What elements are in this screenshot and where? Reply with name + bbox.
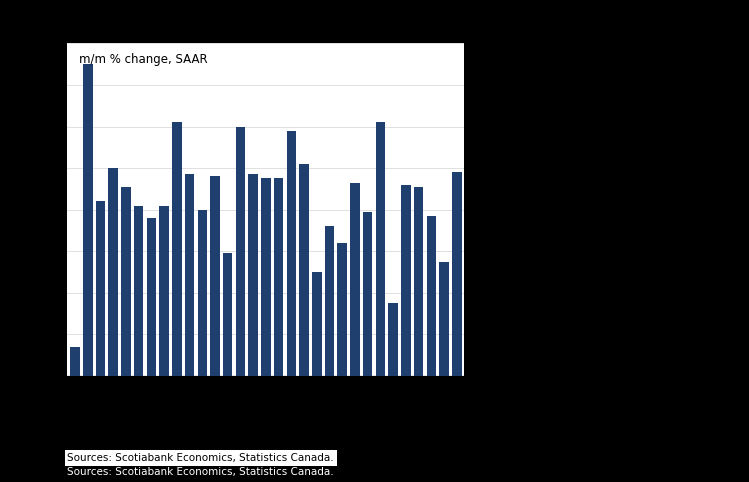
Bar	[210, 176, 219, 376]
Bar	[249, 174, 258, 376]
Bar	[236, 126, 245, 376]
Bar	[338, 243, 347, 376]
Bar	[351, 183, 360, 376]
Text: Sources: Scotiabank Economics, Statistics Canada.: Sources: Scotiabank Economics, Statistic…	[67, 467, 334, 477]
Text: Sources: Scotiabank Economics, Statistics Canada.: Sources: Scotiabank Economics, Statistic…	[67, 453, 334, 463]
Bar	[223, 254, 232, 376]
Bar	[198, 210, 207, 376]
Bar	[376, 122, 385, 376]
Bar	[312, 272, 321, 376]
Bar	[401, 185, 410, 376]
Bar	[160, 205, 169, 376]
Bar	[325, 226, 334, 376]
Bar	[109, 168, 118, 376]
Bar	[413, 187, 423, 376]
Bar	[70, 347, 80, 376]
Bar	[147, 218, 156, 376]
Bar	[172, 122, 181, 376]
Bar	[287, 131, 296, 376]
Bar	[363, 212, 372, 376]
Bar	[452, 172, 461, 376]
Bar	[261, 178, 270, 376]
Bar	[134, 205, 143, 376]
Bar	[389, 303, 398, 376]
Bar	[121, 187, 131, 376]
Bar	[274, 178, 283, 376]
Text: m/m % change, SAAR: m/m % change, SAAR	[79, 54, 208, 67]
Bar	[83, 64, 93, 376]
Bar	[96, 201, 106, 376]
Title: US Hourly Wages: US Hourly Wages	[186, 18, 346, 36]
Bar	[439, 262, 449, 376]
Bar	[300, 164, 309, 376]
Bar	[185, 174, 194, 376]
Bar	[426, 216, 436, 376]
